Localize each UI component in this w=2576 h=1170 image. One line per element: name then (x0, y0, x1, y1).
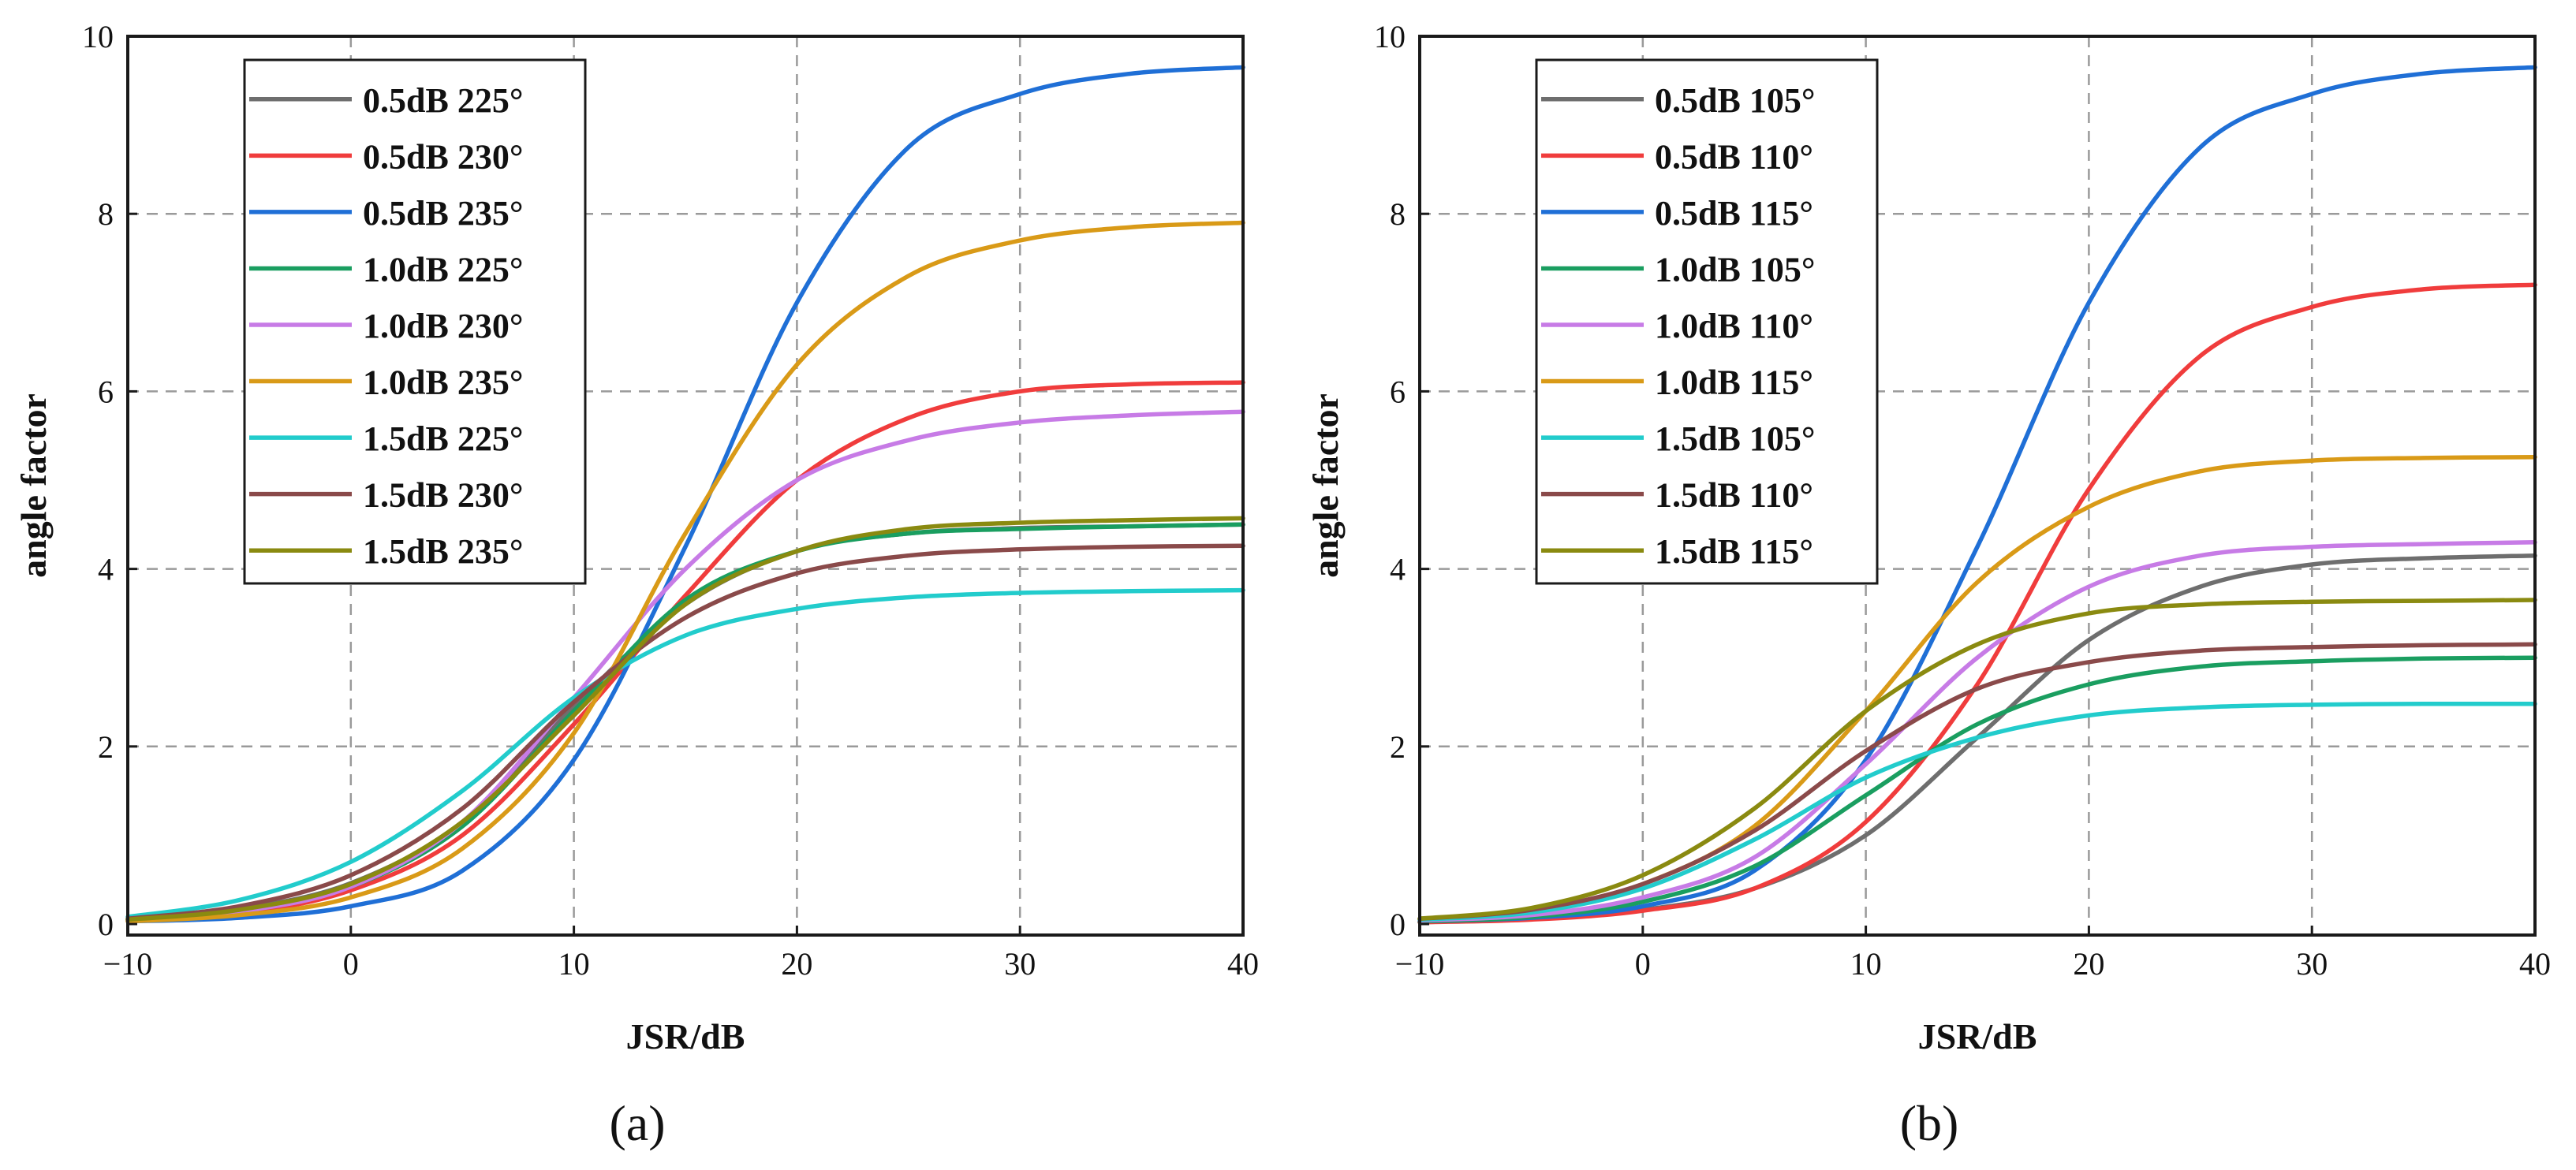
legend-label-3: 0.5dB 115° (1655, 194, 1813, 233)
x-tick-label: 40 (1227, 946, 1259, 982)
panel-label: (a) (609, 1095, 665, 1151)
series-line-9 (1417, 598, 2537, 921)
series-line-5 (125, 409, 1245, 923)
legend-label-5: 1.0dB 110° (1655, 307, 1813, 345)
legend-label-5: 1.0dB 230° (363, 307, 523, 345)
legend-label-2: 0.5dB 110° (1655, 137, 1813, 176)
x-tick-label: 10 (1850, 946, 1882, 982)
y-tick-label: 8 (98, 196, 114, 232)
x-axis-label: JSR/dB (1918, 1016, 2037, 1056)
plot-frame (126, 35, 1245, 937)
legend-label-6: 1.0dB 235° (363, 363, 523, 402)
y-tick-label: 0 (1390, 907, 1406, 942)
y-tick-label: 2 (1390, 729, 1406, 765)
legend-label-1: 0.5dB 105° (1655, 81, 1815, 120)
y-tick-label: 10 (82, 19, 114, 54)
x-tick-label: 30 (2296, 946, 2328, 982)
legend-label-4: 1.0dB 225° (363, 250, 523, 289)
series-line-4 (1417, 655, 2537, 924)
legend-label-8: 1.5dB 110° (1655, 476, 1813, 515)
x-tick-label: 0 (1635, 946, 1651, 982)
legend-label-1: 0.5dB 225° (363, 81, 523, 120)
series-line-7 (125, 587, 1245, 919)
y-tick-label: 6 (1390, 374, 1406, 409)
panel-a: −10 0 10 20 30 40 0 2 4 6 8 10 JSR/dB angle factor 0.5… (13, 19, 1259, 1151)
plot-frame (1418, 35, 2537, 937)
series-line-8 (1417, 642, 2537, 921)
y-tick-label: 0 (98, 907, 114, 942)
x-tick-label: 30 (1004, 946, 1036, 982)
series-line-6 (125, 220, 1245, 924)
legend-label-7: 1.5dB 225° (363, 419, 523, 458)
x-tick-label: 10 (558, 946, 590, 982)
x-tick-label: 20 (2073, 946, 2104, 982)
series-line-9 (125, 516, 1245, 922)
series-line-5 (1417, 540, 2537, 923)
y-tick-label: 6 (98, 374, 114, 409)
x-tick-label: 20 (781, 946, 812, 982)
legend-label-6: 1.0dB 115° (1655, 363, 1813, 402)
legend-label-3: 0.5dB 235° (363, 194, 523, 233)
y-axis-label: angle factor (13, 393, 54, 578)
x-tick-label: −10 (103, 946, 153, 982)
panel-b: −10 0 10 20 30 40 0 2 4 6 8 10 JSR/dB angle factor 0.5… (1305, 19, 2551, 1151)
series-line-8 (125, 543, 1245, 921)
legend-label-8: 1.5dB 230° (363, 476, 523, 515)
series-line-7 (1417, 701, 2537, 922)
y-tick-label: 8 (1390, 196, 1406, 232)
legend-label-9: 1.5dB 235° (363, 532, 523, 571)
y-tick-label: 10 (1374, 19, 1406, 54)
series-line-3 (1417, 65, 2537, 924)
x-tick-label: −10 (1395, 946, 1445, 982)
panel-label: (b) (1900, 1095, 1959, 1151)
x-tick-label: 40 (2519, 946, 2551, 982)
legend-label-2: 0.5dB 230° (363, 137, 523, 176)
x-tick-label: 0 (343, 946, 359, 982)
y-tick-label: 4 (1390, 552, 1406, 587)
legend-label-9: 1.5dB 115° (1655, 532, 1813, 571)
y-tick-label: 4 (98, 552, 114, 587)
legend-label-4: 1.0dB 105° (1655, 250, 1815, 289)
legend-label-7: 1.5dB 105° (1655, 419, 1815, 458)
x-axis-label: JSR/dB (626, 1016, 745, 1056)
y-axis-label: angle factor (1305, 393, 1346, 578)
y-tick-label: 2 (98, 729, 114, 765)
series-line-2 (125, 380, 1245, 923)
series-line-3 (125, 65, 1245, 924)
series-line-2 (1417, 282, 2537, 925)
